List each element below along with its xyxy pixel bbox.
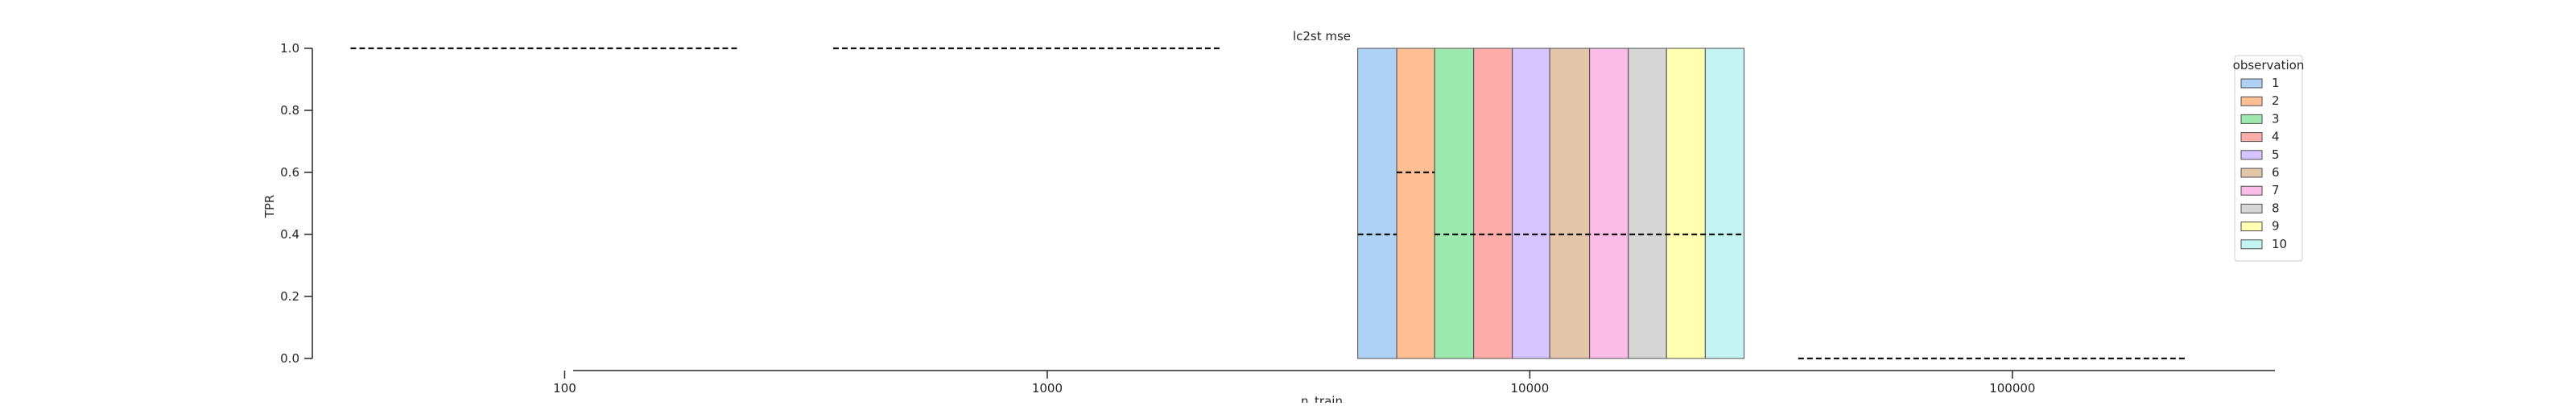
y-tick-label: 0.2 — [280, 289, 299, 304]
legend-swatch-8 — [2240, 203, 2263, 213]
x-tick-label: 100 — [553, 381, 576, 396]
legend-swatch-7 — [2240, 185, 2263, 196]
bar-observation-2 — [1396, 48, 1435, 359]
legend-swatch-2 — [2240, 96, 2263, 106]
y-tick-label: 0.0 — [280, 351, 299, 366]
legend-label-1: 1 — [2272, 76, 2280, 90]
legend-label-7: 7 — [2272, 183, 2280, 197]
x-tick-label: 100000 — [1989, 381, 2035, 396]
legend-label-10: 10 — [2272, 237, 2287, 251]
legend-swatch-10 — [2240, 239, 2263, 250]
bar-observation-3 — [1434, 48, 1475, 359]
legend-title: observation — [2233, 58, 2305, 72]
legend-swatch-4 — [2240, 132, 2263, 143]
y-tick-label: 1.0 — [280, 41, 299, 56]
legend-label-6: 6 — [2272, 165, 2280, 180]
legend-label-2: 2 — [2272, 93, 2280, 108]
x-axis-label: n_train — [1301, 394, 1343, 403]
x-tick-label: 1000 — [1032, 381, 1063, 396]
bar-observation-1 — [1357, 48, 1397, 359]
legend-label-5: 5 — [2272, 147, 2280, 162]
bar-observation-10 — [1704, 48, 1745, 359]
legend-swatch-9 — [2240, 222, 2263, 232]
bar-observation-8 — [1628, 48, 1667, 359]
y-tick-label: 0.8 — [280, 103, 299, 118]
x-tick-label: 10000 — [1511, 381, 1550, 396]
legend-label-9: 9 — [2272, 219, 2280, 234]
bar-observation-4 — [1473, 48, 1513, 359]
y-ticks: 0.0 0.2 0.4 0.6 0.8 1.0 — [280, 41, 312, 366]
bar-observation-6 — [1549, 48, 1591, 359]
legend-label-8: 8 — [2272, 201, 2280, 215]
y-axis-label: TPR — [262, 195, 277, 219]
bar-observation-7 — [1589, 48, 1629, 359]
legend-label-3: 3 — [2272, 111, 2280, 126]
legend-label-4: 4 — [2272, 130, 2280, 144]
chart-title: lc2st mse — [1293, 29, 1351, 44]
bar-observation-5 — [1512, 48, 1550, 359]
plot-layer — [350, 47, 2187, 360]
y-tick-label: 0.4 — [280, 227, 299, 242]
legend-swatch-5 — [2240, 150, 2263, 160]
bar-observation-9 — [1666, 48, 1706, 359]
x-ticks: 100 1000 10000 100000 — [553, 371, 2035, 396]
legend-swatch-3 — [2240, 114, 2263, 124]
legend-swatch-1 — [2240, 78, 2263, 89]
legend-swatch-6 — [2240, 168, 2263, 178]
y-tick-label: 0.6 — [280, 165, 299, 180]
legend: observation 1 2 3 4 5 6 7 8 9 10 — [2233, 55, 2305, 262]
